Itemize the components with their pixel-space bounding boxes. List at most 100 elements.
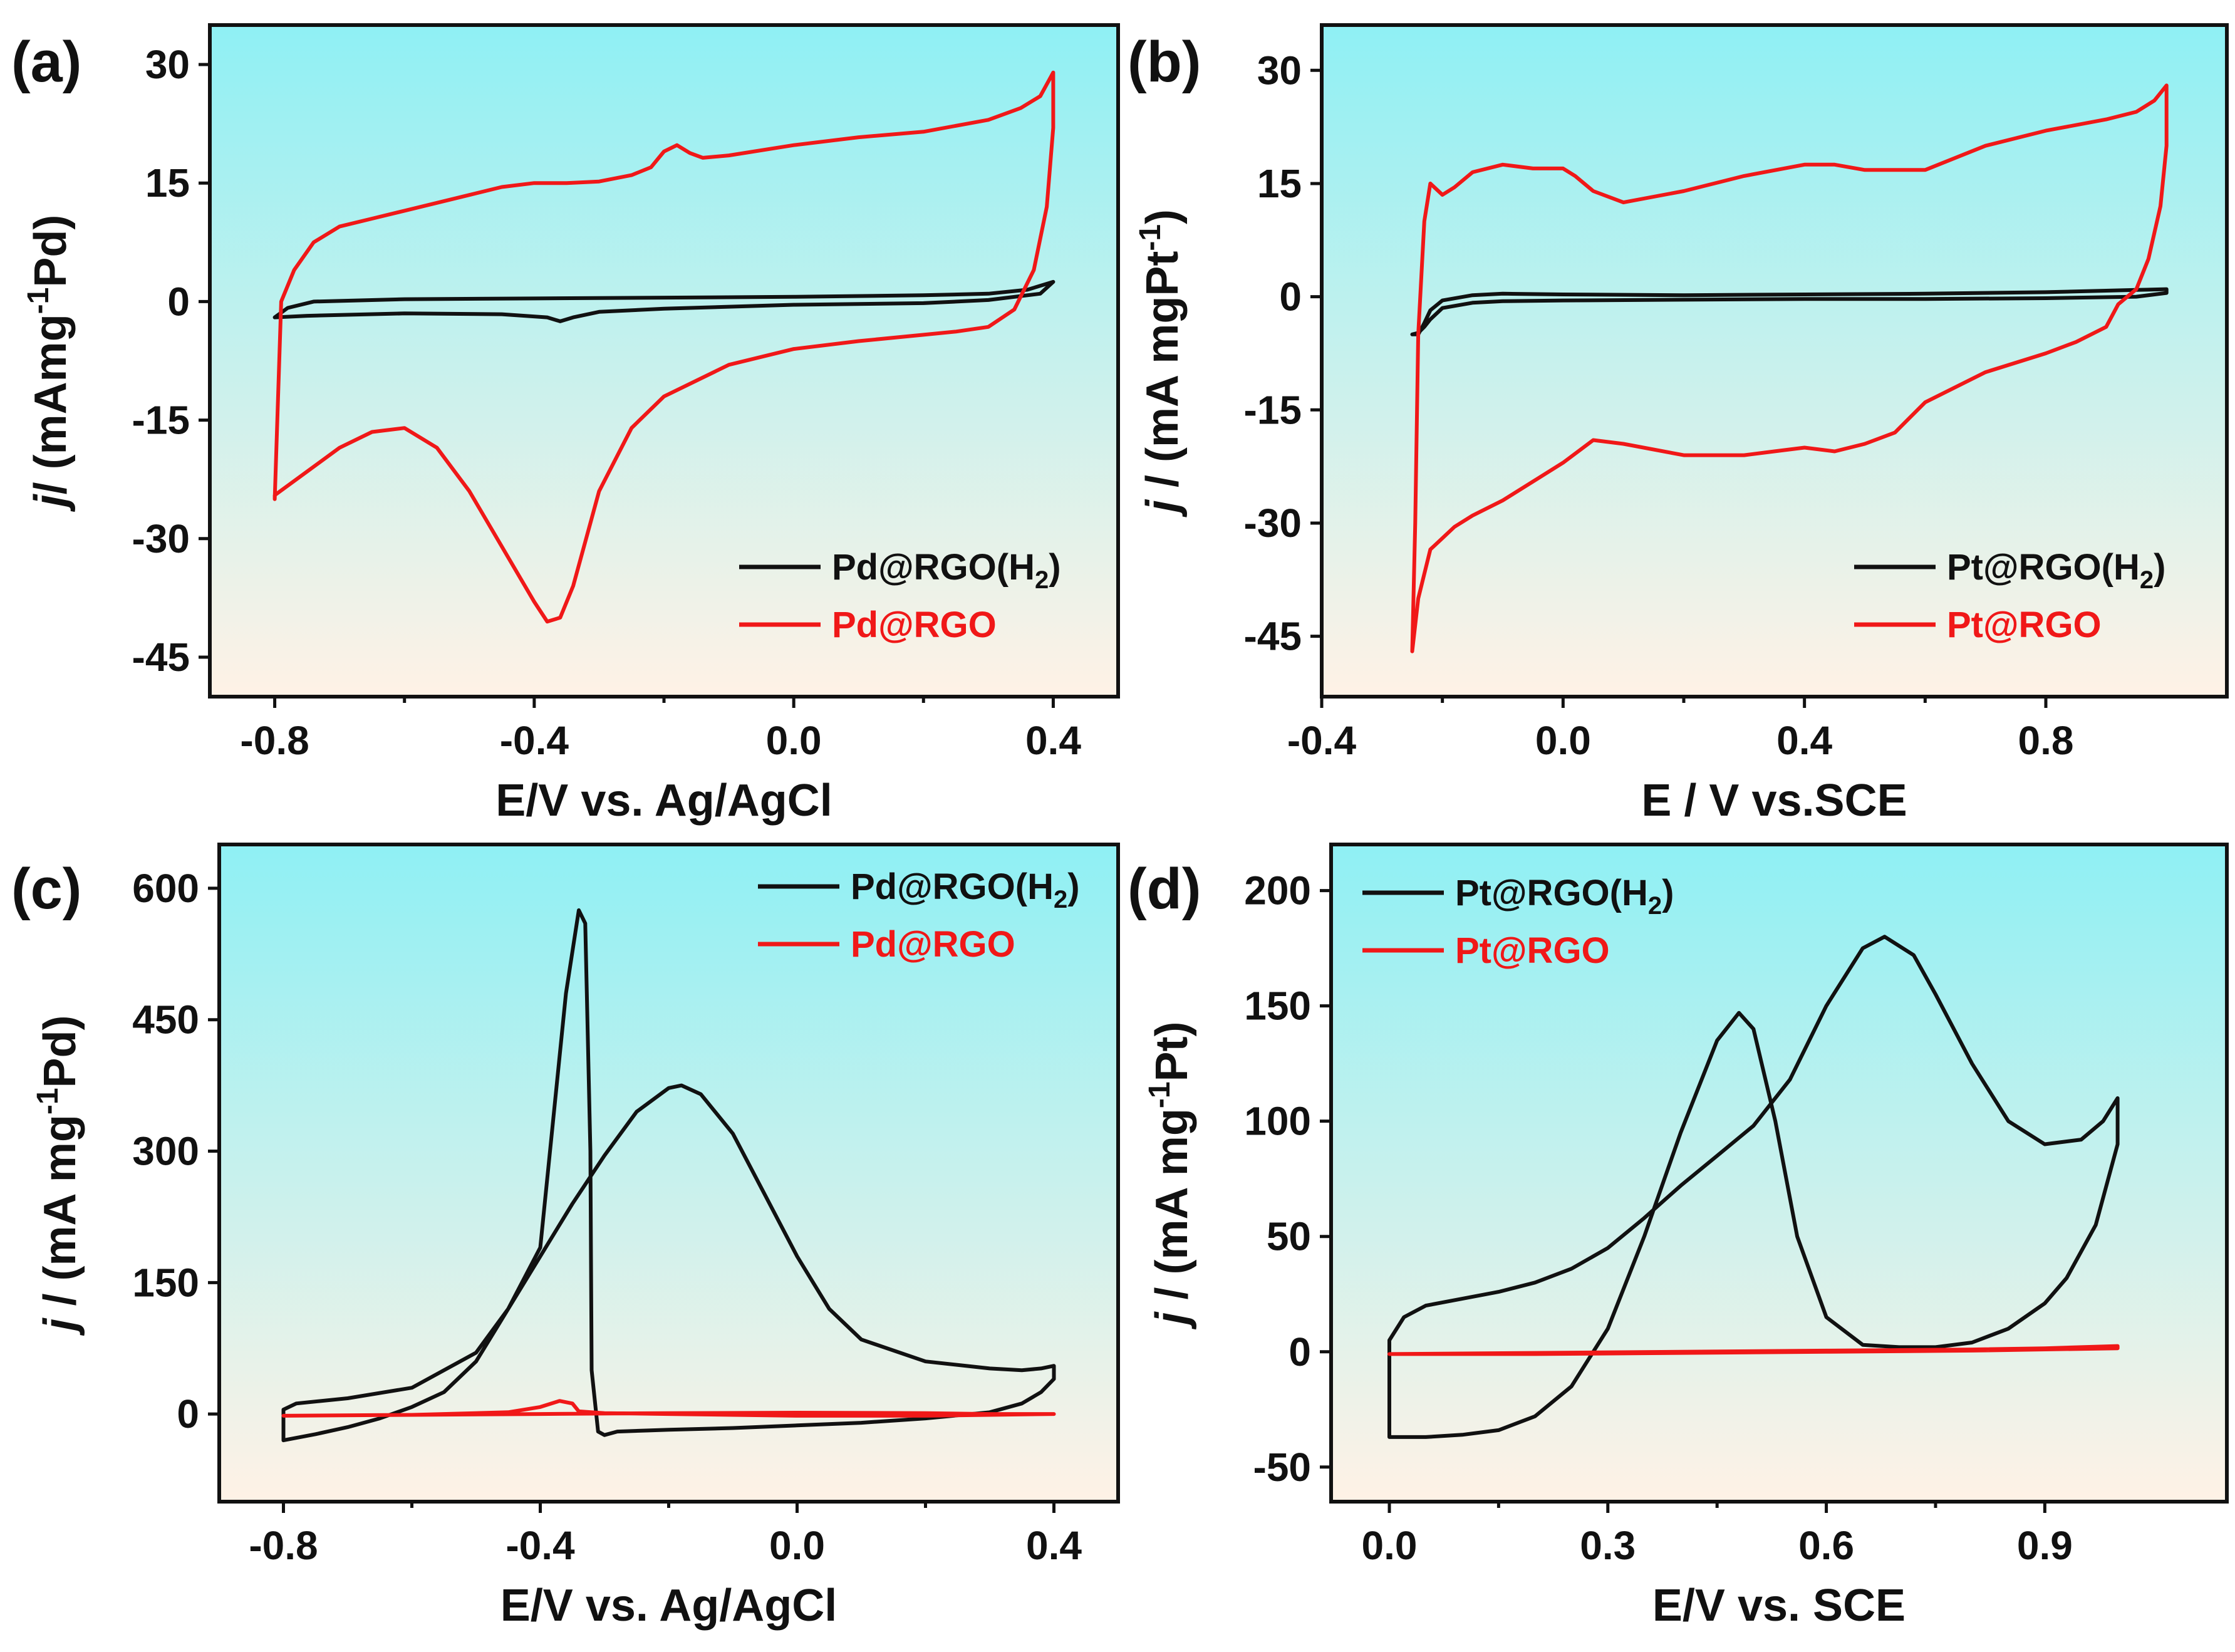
x-tick-label: 0.0 xyxy=(1535,718,1591,763)
series-line-h2 xyxy=(281,908,1056,1443)
y-axis-label-symbol: j xyxy=(35,1317,85,1336)
plot-frame xyxy=(1320,23,2229,699)
y-axis-label: j/ (mAmg-1Pd) xyxy=(22,215,76,512)
series-line-plain xyxy=(1410,83,2169,653)
y-tick-label: 600 xyxy=(132,866,199,911)
series-line-h2 xyxy=(1410,287,2169,336)
y-tick-label: 0 xyxy=(1279,274,1302,319)
y-tick-label: 15 xyxy=(145,160,190,205)
x-tick-label: 0.8 xyxy=(2018,718,2074,763)
x-tick-label: 0.9 xyxy=(2017,1523,2073,1568)
y-axis-label-unit: / (mA mg xyxy=(1147,1108,1197,1312)
x-axis-label: E/V vs. Ag/AgCl xyxy=(495,776,832,826)
legend-entry-plain: Pt@RGO xyxy=(1455,930,1610,971)
panel-label: (d) xyxy=(1128,857,1201,921)
legend-entry-subscript: 2 xyxy=(1648,892,1662,920)
panel-c: -0.8 -0.4 0.0 0.4 600 450 300 150 0 E/V vs. Ag/Ag… xyxy=(11,843,1120,1631)
y-axis-label-tail: Pd) xyxy=(26,215,76,288)
panel-label: (c) xyxy=(11,857,81,921)
y-tick-label: 0 xyxy=(1289,1329,1311,1374)
legend-entry-text: Pt@RGO xyxy=(1455,930,1610,971)
x-tick-label: -0.4 xyxy=(1287,718,1357,763)
y-tick-label: 300 xyxy=(132,1129,199,1174)
series-line-plain xyxy=(272,70,1055,624)
y-axis-label-tail: Pd) xyxy=(35,1015,85,1088)
legend: Pd@RGO(H2) Pd@RGO xyxy=(739,547,1061,645)
y-axis-label-symbol: j xyxy=(26,493,76,512)
plot-frame xyxy=(1329,843,2229,1504)
legend-entry-text: Pt@RGO(H xyxy=(1455,873,1648,913)
y-tick-label: -15 xyxy=(1244,387,1302,432)
legend-entry-h2: Pd@RGO(H2) xyxy=(832,547,1061,594)
plot-background xyxy=(210,25,1118,697)
legend-entry-tail: ) xyxy=(1049,547,1060,588)
plot-background xyxy=(219,844,1118,1502)
x-tick-label: -0.4 xyxy=(506,1523,575,1568)
y-tick-label: -30 xyxy=(132,516,190,561)
legend-entry-text: Pd@RGO(H xyxy=(832,547,1035,588)
legend-entry-plain: Pd@RGO xyxy=(832,605,997,645)
y-tick-label: -30 xyxy=(1244,501,1302,546)
legend: Pd@RGO(H2) Pd@RGO xyxy=(758,866,1080,965)
y-tick-label: 0 xyxy=(167,279,190,324)
x-tick-label: 0.4 xyxy=(1776,718,1832,763)
x-axis-label: E / V vs.SCE xyxy=(1641,776,1907,826)
y-tick-label: -15 xyxy=(132,398,190,443)
y-tick-label: 150 xyxy=(132,1260,199,1305)
plot-background xyxy=(1322,25,2227,697)
legend: Pt@RGO(H2) Pt@RGO xyxy=(1854,547,2165,645)
legend-entry-text: Pt@RGO xyxy=(1947,605,2102,645)
legend-entry-text: Pt@RGO(H xyxy=(1947,547,2140,588)
legend-entry-text: Pd@RGO xyxy=(851,924,1015,965)
y-tick-label: 150 xyxy=(1244,984,1311,1029)
y-tick-label: 15 xyxy=(1257,161,1302,206)
y-axis-label: j / (mA mg-1Pd) xyxy=(31,1015,85,1336)
x-axis-label: E/V vs. SCE xyxy=(1652,1581,1906,1631)
legend-entry-tail: ) xyxy=(1067,866,1079,907)
legend-entry-h2: Pt@RGO(H2) xyxy=(1947,547,2165,594)
legend-entry-h2: Pt@RGO(H2) xyxy=(1455,873,1674,920)
y-axis-label-sup: -1 xyxy=(1134,224,1167,251)
x-tick-label: -0.8 xyxy=(249,1523,318,1568)
legend-entry-text: Pd@RGO(H xyxy=(851,866,1054,907)
y-axis-label-unit: / (mA mgPt xyxy=(1138,251,1188,500)
x-tick-label: 0.4 xyxy=(1025,718,1081,763)
panel-a: -0.8 -0.4 0.0 0.4 30 15 0 -15 -30 -45 E/V vs. Ag/A… xyxy=(11,23,1120,826)
y-axis-label-symbol: j xyxy=(1138,499,1188,517)
series-line-plain xyxy=(1387,1344,2120,1356)
y-axis-label-tail: ) xyxy=(1138,209,1188,224)
y-tick-label: 50 xyxy=(1267,1214,1311,1259)
legend-entry-tail: ) xyxy=(1662,873,1674,913)
y-tick-label: 450 xyxy=(132,997,199,1042)
legend-entry-subscript: 2 xyxy=(1054,886,1067,913)
legend: Pt@RGO(H2) Pt@RGO xyxy=(1362,873,1674,971)
y-axis-label: j / (mA mg-1Pt) xyxy=(1143,1021,1197,1329)
y-tick-label: 30 xyxy=(1257,48,1302,93)
y-tick-label: 200 xyxy=(1244,868,1311,913)
x-tick-label: 0.0 xyxy=(769,1523,825,1568)
x-axis-label: E/V vs. Ag/AgCl xyxy=(500,1581,837,1631)
x-tick-label: 0.0 xyxy=(766,718,822,763)
y-tick-label: 100 xyxy=(1244,1099,1311,1144)
x-tick-label: 0.0 xyxy=(1362,1523,1418,1568)
y-axis-label: j / (mA mgPt-1) xyxy=(1134,209,1188,517)
y-axis-label-unit: / (mA mg xyxy=(35,1114,85,1318)
legend-entry-tail: ) xyxy=(2154,547,2165,588)
y-axis-label-tail: Pt) xyxy=(1147,1021,1197,1081)
plot-background xyxy=(1331,844,2227,1502)
x-tick-label: 0.6 xyxy=(1798,1523,1854,1568)
y-axis-label-sup: -1 xyxy=(22,288,55,314)
y-tick-label: -50 xyxy=(1253,1445,1312,1490)
y-axis-label-symbol: j xyxy=(1147,1311,1197,1330)
y-axis-label-sup: -1 xyxy=(1143,1081,1176,1108)
panel-label: (a) xyxy=(11,30,81,94)
series-line-h2 xyxy=(1387,935,2120,1439)
y-tick-label: 0 xyxy=(177,1391,199,1436)
y-tick-label: -45 xyxy=(1244,614,1302,659)
y-tick-label: -45 xyxy=(132,635,190,680)
x-tick-label: 0.4 xyxy=(1026,1523,1082,1568)
y-axis-label-sup: -1 xyxy=(31,1088,65,1114)
legend-entry-subscript: 2 xyxy=(1035,566,1049,594)
x-tick-label: 0.3 xyxy=(1580,1523,1636,1568)
